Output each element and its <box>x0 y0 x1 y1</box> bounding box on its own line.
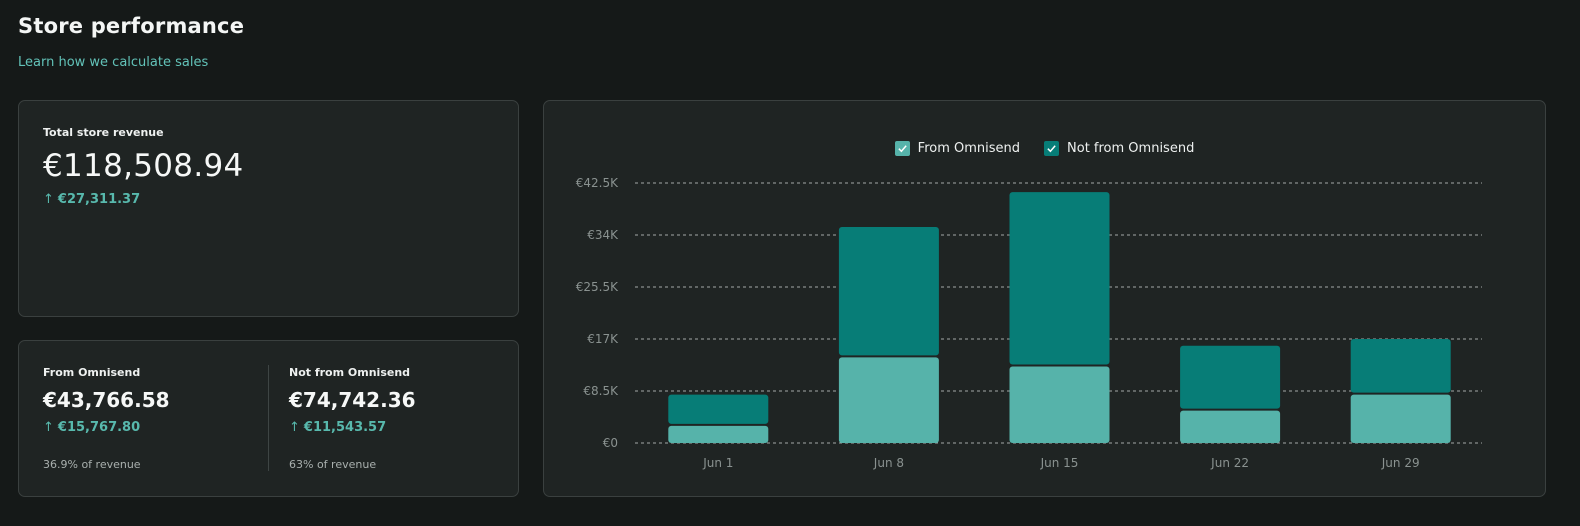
from-omnisend-value: €43,766.58 <box>43 388 170 412</box>
x-tick-label: Jun 1 <box>702 456 733 470</box>
from-omnisend-delta-value: €15,767.80 <box>57 420 141 435</box>
stacked-bar-chart: €0 €8.5K €17K €25.5K €34K €42.5K Jun 1 Jun 8 Jun… <box>576 176 1482 470</box>
bar-from-omnisend <box>1009 366 1110 443</box>
from-omnisend-share: 36.9% of revenue <box>43 458 141 471</box>
x-tick-label: Jun 8 <box>873 456 904 470</box>
bar-not-from-omnisend <box>838 227 939 356</box>
page-title: Store performance <box>18 14 245 38</box>
total-revenue-card: Total store revenue €118,508.94 ↑ €27,31… <box>18 100 519 317</box>
chart-legend: From Omnisend Not from Omnisend <box>544 141 1545 156</box>
bar-from-omnisend <box>1350 394 1451 443</box>
checkbox-icon[interactable] <box>894 141 910 156</box>
total-revenue-delta-value: €27,311.37 <box>57 192 141 207</box>
legend-item-from-omnisend[interactable]: From Omnisend <box>894 141 1021 156</box>
y-tick-label: €0 <box>603 436 618 450</box>
checkbox-icon[interactable] <box>1044 141 1060 156</box>
bar-from-omnisend <box>838 357 939 443</box>
y-tick-label: €25.5K <box>576 280 619 294</box>
y-tick-label: €8.5K <box>583 384 619 398</box>
bar-not-from-omnisend <box>1009 192 1110 365</box>
revenue-split-card: From Omnisend €43,766.58 ↑ €15,767.80 36… <box>18 340 519 497</box>
from-omnisend-delta: ↑ €15,767.80 <box>43 420 140 435</box>
bar-not-from-omnisend <box>668 394 769 424</box>
not-from-omnisend-value: €74,742.36 <box>289 388 416 412</box>
arrow-up-icon: ↑ <box>43 192 54 207</box>
column-divider <box>268 365 269 471</box>
revenue-chart-card: From Omnisend Not from Omnisend €0 €8.5K €… <box>543 100 1546 497</box>
not-from-omnisend-delta: ↑ €11,543.57 <box>289 420 386 435</box>
not-from-omnisend-column: Not from Omnisend €74,742.36 ↑ €11,543.5… <box>289 341 509 496</box>
y-tick-label: €42.5K <box>576 176 619 190</box>
not-from-omnisend-delta-value: €11,543.57 <box>303 420 387 435</box>
y-tick-label: €17K <box>587 332 619 346</box>
learn-how-we-calculate-sales-link[interactable]: Learn how we calculate sales <box>18 55 209 70</box>
arrow-up-icon: ↑ <box>289 420 300 435</box>
legend-label-not-from-omnisend: Not from Omnisend <box>1067 141 1195 156</box>
x-tick-label: Jun 22 <box>1210 456 1249 470</box>
bar-not-from-omnisend <box>1180 345 1281 409</box>
bar-from-omnisend <box>1180 410 1281 443</box>
total-revenue-value: €118,508.94 <box>43 148 244 184</box>
legend-label-from-omnisend: From Omnisend <box>917 141 1021 156</box>
total-revenue-delta: ↑ €27,311.37 <box>43 192 140 207</box>
bar-from-omnisend <box>668 425 769 443</box>
x-tick-label: Jun 15 <box>1040 456 1079 470</box>
not-from-omnisend-label: Not from Omnisend <box>289 366 411 379</box>
from-omnisend-label: From Omnisend <box>43 366 141 379</box>
arrow-up-icon: ↑ <box>43 420 54 435</box>
bar-not-from-omnisend <box>1350 339 1451 393</box>
not-from-omnisend-share: 63% of revenue <box>289 458 377 471</box>
x-tick-label: Jun 29 <box>1381 456 1420 470</box>
legend-item-not-from-omnisend[interactable]: Not from Omnisend <box>1044 141 1194 156</box>
y-tick-label: €34K <box>587 228 619 242</box>
total-revenue-label: Total store revenue <box>43 126 164 139</box>
from-omnisend-column: From Omnisend €43,766.58 ↑ €15,767.80 36… <box>43 341 263 496</box>
